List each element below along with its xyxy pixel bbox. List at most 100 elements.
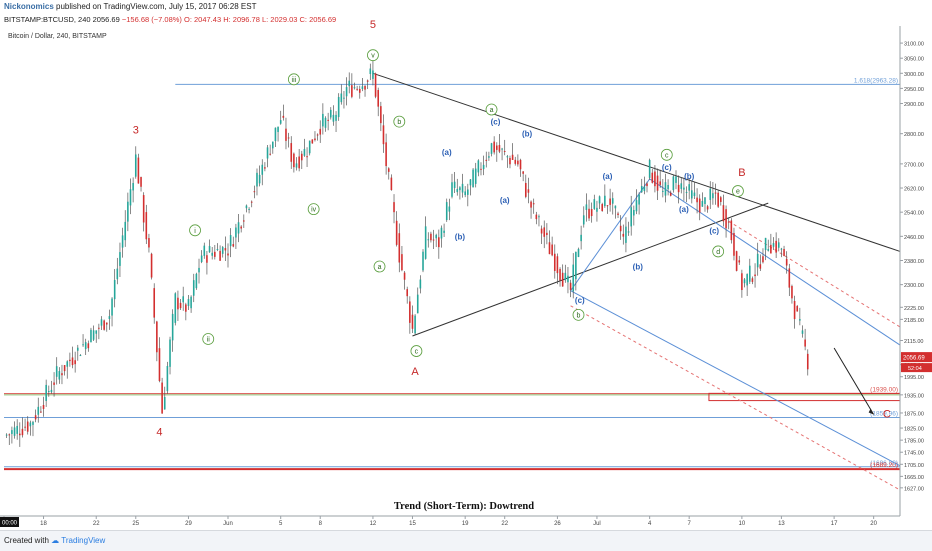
candle-down: [793, 300, 796, 320]
candle-up: [685, 191, 688, 193]
candle-up: [424, 226, 427, 259]
candle-down: [722, 205, 725, 222]
candle-down: [754, 274, 756, 277]
candle-down: [71, 357, 74, 366]
candle-down: [527, 189, 530, 193]
wave-label-paren: (b): [633, 263, 644, 272]
candle-down: [540, 228, 543, 234]
candle-down: [24, 426, 26, 428]
candle-up: [596, 207, 598, 212]
candle-up: [459, 187, 461, 191]
candle-up: [332, 114, 335, 122]
candle-down: [551, 244, 553, 256]
x-tick-label: 22: [93, 521, 100, 527]
candle-up: [625, 226, 627, 243]
x-tick-label: 15: [409, 521, 416, 527]
x-tick-label: 29: [185, 521, 192, 527]
candle-up: [203, 245, 206, 256]
candle-up: [58, 371, 61, 380]
x-tick-label: Jul: [593, 521, 601, 527]
candle-up: [453, 181, 456, 188]
candle-up: [121, 235, 124, 248]
price-change: −156.68 (−7.08%): [121, 15, 182, 24]
y-tick-label: 1995.00: [904, 375, 924, 381]
candle-up: [229, 235, 232, 247]
candle-up: [577, 248, 580, 257]
candle-up: [127, 201, 129, 222]
price-tag-value: 2056.69: [903, 356, 925, 362]
candle-up: [422, 251, 424, 271]
x-tick-label: 10: [739, 521, 746, 527]
x-tick-label: 22: [501, 521, 508, 527]
candle-up: [163, 396, 166, 410]
wave-label-paren: (a): [679, 205, 689, 214]
candle-down: [806, 353, 809, 370]
candle-up: [582, 215, 585, 225]
candle-up: [572, 264, 575, 292]
candle-up: [369, 68, 372, 75]
candle-up: [372, 70, 374, 79]
wave-label-circle: [712, 245, 725, 258]
price-chart[interactable]: 1.618(2963.28) (1939.00) (1859.96) (1696.80…: [0, 0, 932, 530]
candle-down: [269, 153, 271, 155]
y-tick-label: 1627.00: [904, 486, 924, 492]
wave-label-paren: (b): [522, 130, 533, 139]
tradingview-brand[interactable]: TradingView: [61, 536, 106, 545]
x-tick-label: 25: [132, 521, 139, 527]
candle-up: [538, 216, 540, 218]
candle-down: [290, 143, 293, 162]
candle-down: [590, 209, 593, 217]
x-tick-label: 00:00: [2, 521, 18, 527]
y-tick-label: 1745.00: [904, 451, 924, 457]
candle-down: [532, 203, 535, 205]
level-label-level-1939: (1939.00): [870, 387, 898, 394]
y-tick-label: 2950.00: [904, 87, 924, 93]
candle-down: [741, 273, 743, 291]
candle-up: [200, 255, 203, 263]
candle-up: [182, 296, 184, 303]
candle-down: [535, 214, 538, 220]
candle-down: [559, 269, 561, 281]
candle-down: [253, 191, 256, 193]
wave-label-minor: b: [577, 312, 581, 319]
candle-up: [440, 227, 443, 239]
candle-down: [727, 221, 730, 223]
y-tick-label: 3100.00: [904, 42, 924, 48]
candle-up: [119, 252, 121, 266]
wave-label-paren: (a): [603, 172, 613, 181]
candle-down: [514, 159, 517, 164]
candle-down: [393, 202, 395, 213]
candle-down: [293, 153, 295, 168]
candle-up: [190, 296, 192, 309]
candle-up: [593, 199, 596, 209]
candle-up: [780, 248, 783, 250]
wave-label-paren: (c): [662, 163, 672, 172]
candle-up: [48, 391, 50, 393]
author-name[interactable]: Nickonomics: [4, 2, 54, 11]
candle-up: [630, 207, 632, 227]
candle-down: [677, 184, 680, 193]
x-tick-label: Jun: [223, 521, 233, 527]
candle-down: [145, 212, 148, 240]
candle-up: [448, 206, 451, 212]
candle-down: [298, 156, 300, 169]
wave-label-paren: (b): [455, 232, 466, 241]
candle-down: [214, 251, 216, 257]
y-tick-label: 2620.00: [904, 187, 924, 193]
candle-down: [158, 348, 161, 381]
candle-up: [132, 183, 134, 191]
candle-down: [87, 343, 90, 349]
trendline-1: [412, 202, 769, 337]
candle-down: [179, 302, 182, 309]
candle-down: [503, 150, 506, 152]
candle-up: [598, 196, 601, 204]
candle-up: [343, 97, 345, 99]
candle-down: [264, 167, 266, 169]
trendline-0: [372, 72, 901, 252]
x-tick-label: 4: [648, 521, 652, 527]
candle-down: [240, 226, 242, 229]
candle-up: [198, 267, 200, 273]
candle-up: [451, 182, 453, 197]
candle-down: [250, 201, 253, 203]
